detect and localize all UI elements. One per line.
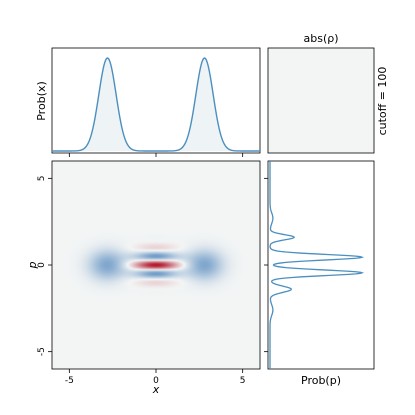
prob-x-label: Prob(x)	[35, 81, 48, 121]
p-axis-label: p	[26, 261, 39, 269]
x-tick-label: 5	[240, 376, 246, 386]
p-tick-label: 5	[37, 175, 47, 181]
prob-p-curve-group	[269, 161, 365, 369]
prob-x-curve-group	[52, 57, 260, 152]
abs-rho-title: abs(ρ)	[303, 32, 338, 45]
abs-rho-panel	[267, 47, 375, 154]
wigner-heatmap	[52, 161, 260, 369]
prob-x-line	[52, 57, 260, 152]
prob-p-line	[269, 161, 365, 369]
x-tick-label: 0	[153, 376, 159, 386]
wigner-image	[52, 161, 260, 369]
x-tick-label: -5	[65, 376, 74, 386]
cutoff-label: cutoff = 100	[376, 67, 389, 136]
tick-group: -5 0 5 -5 0 5	[37, 153, 268, 386]
prob-p-label: Prob(p)	[301, 374, 341, 387]
p-tick-label: 0	[37, 262, 47, 268]
p-tick-label: -5	[37, 347, 47, 356]
prob-x-fill	[52, 58, 260, 151]
x-axis-label: x	[152, 383, 160, 396]
prob-p-panel	[267, 160, 375, 370]
prob-x-panel	[51, 47, 261, 154]
